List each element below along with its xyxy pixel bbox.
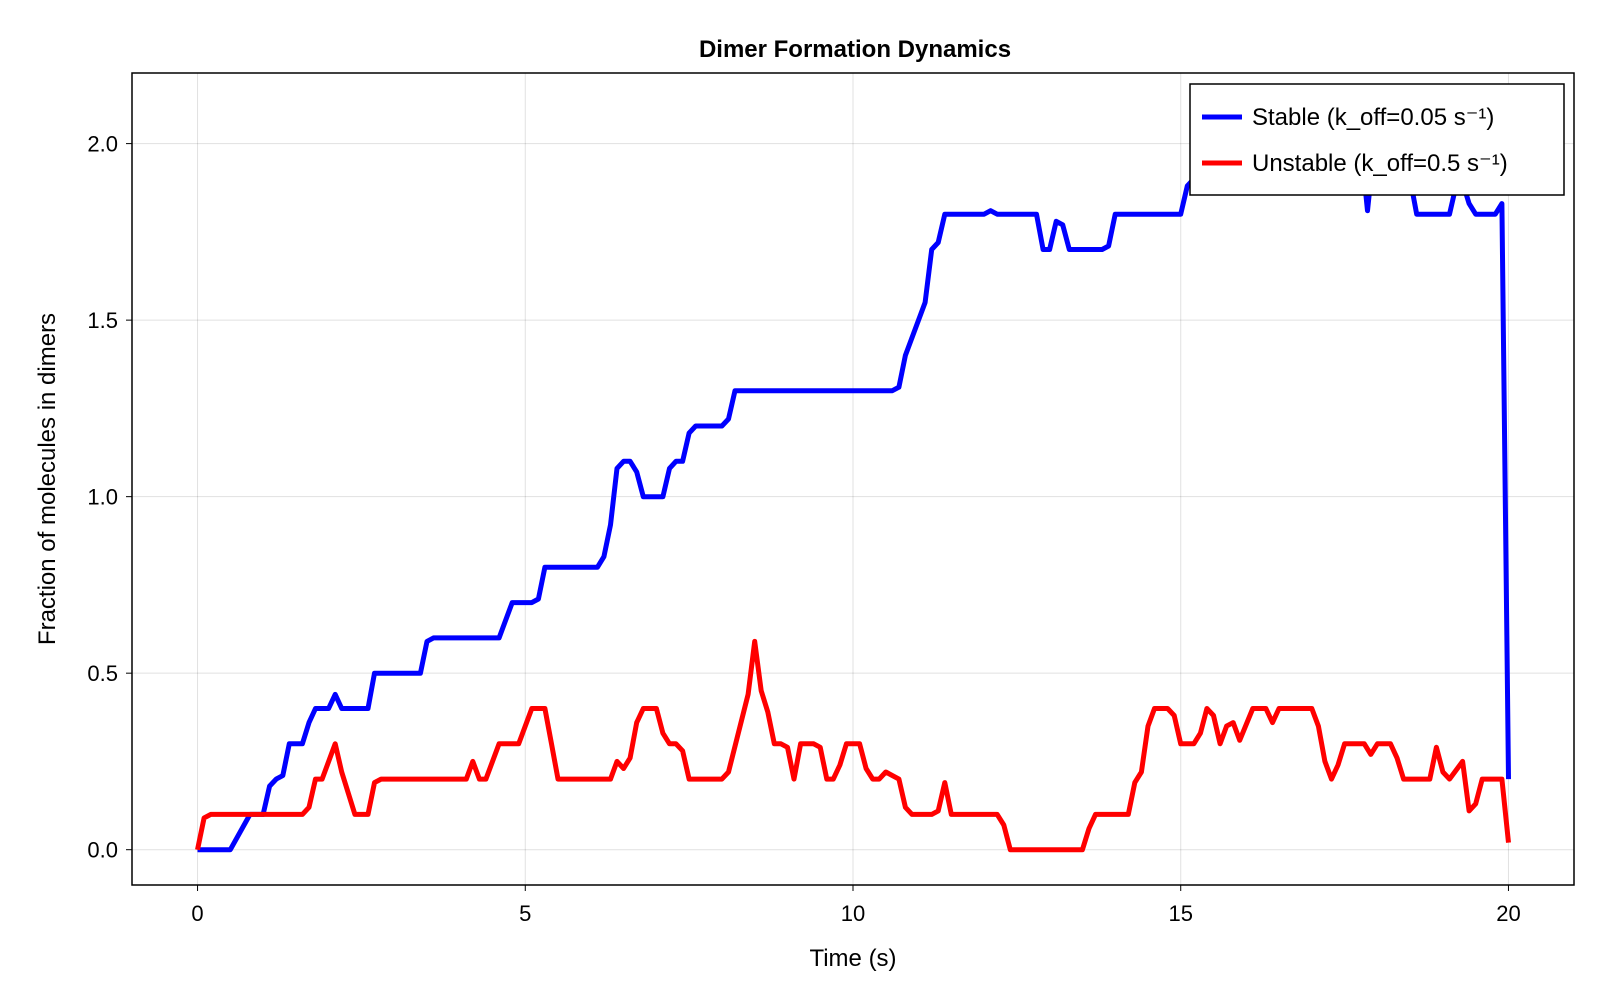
y-axis-label: Fraction of molecules in dimers bbox=[34, 313, 61, 645]
y-tick-label: 1.5 bbox=[87, 308, 118, 333]
y-tick-label: 0.0 bbox=[87, 838, 118, 863]
legend-box bbox=[1189, 83, 1565, 196]
x-tick-label: 20 bbox=[1496, 901, 1520, 926]
x-tick-label: 5 bbox=[519, 901, 531, 926]
legend-label-stable: Stable (k_off=0.05 s⁻¹) bbox=[1252, 104, 1494, 131]
x-axis-ticks: 0 5 10 15 20 bbox=[191, 885, 1521, 926]
y-tick-label: 2.0 bbox=[87, 132, 118, 157]
y-axis-ticks: 0.0 0.5 1.0 1.5 2.0 bbox=[87, 132, 132, 863]
x-tick-label: 15 bbox=[1168, 901, 1192, 926]
legend-label-unstable: Unstable (k_off=0.5 s⁻¹) bbox=[1252, 150, 1508, 177]
chart-title: Dimer Formation Dynamics bbox=[699, 36, 1011, 63]
x-tick-label: 10 bbox=[841, 901, 865, 926]
x-tick-label: 0 bbox=[191, 901, 203, 926]
y-tick-label: 0.5 bbox=[87, 661, 118, 686]
y-tick-label: 1.0 bbox=[87, 485, 118, 510]
x-axis-label: Time (s) bbox=[809, 945, 896, 972]
legend: Stable (k_off=0.05 s⁻¹) Unstable (k_off=… bbox=[1189, 83, 1565, 196]
series-line-unstable bbox=[195, 638, 1511, 853]
